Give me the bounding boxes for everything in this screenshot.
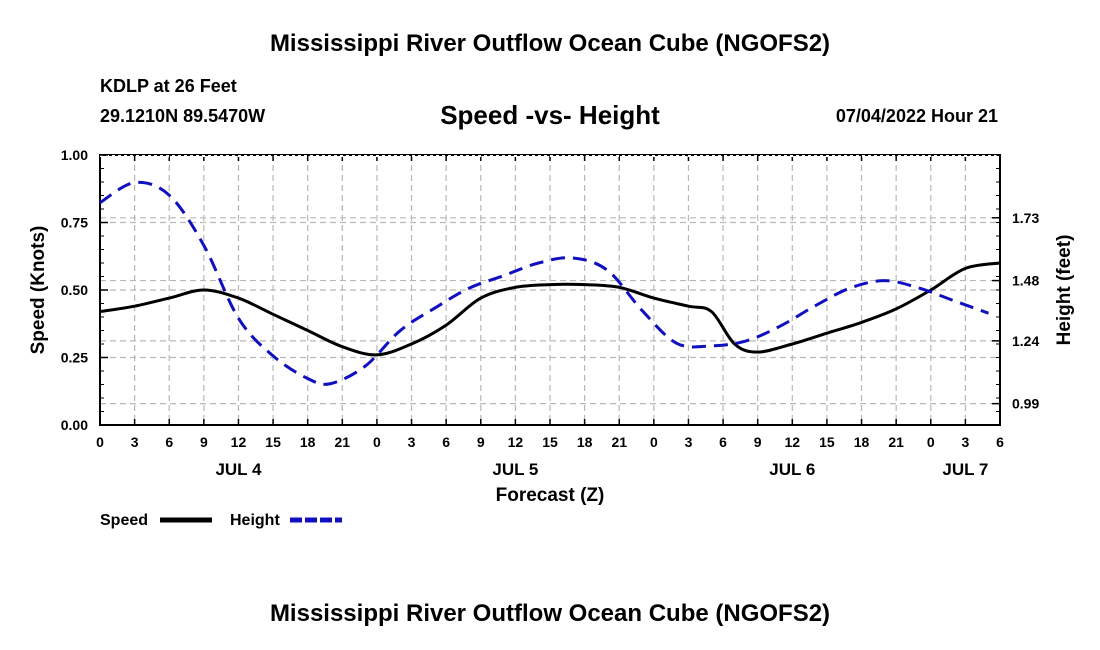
- y-left-tick-label: 0.25: [61, 350, 88, 366]
- y-left-tick-label: 1.00: [61, 147, 88, 163]
- x-tick-label: 15: [542, 434, 558, 450]
- forecast-datetime: 07/04/2022 Hour 21: [835, 106, 998, 126]
- x-tick-label: 9: [477, 434, 485, 450]
- x-tick-label: 0: [96, 434, 104, 450]
- main-title: Mississippi River Outflow Ocean Cube (NG…: [269, 30, 831, 57]
- x-tick-label: 3: [408, 434, 416, 450]
- x-tick-label: 9: [754, 434, 762, 450]
- y-right-tick-label: 1.24: [1012, 333, 1039, 349]
- y-left-tick-label: 0.50: [61, 282, 88, 298]
- x-tick-label: 21: [335, 434, 351, 450]
- date-label: JUL 5: [492, 460, 538, 479]
- x-tick-label: 0: [927, 434, 935, 450]
- series-line-speed: [99, 261, 1001, 357]
- x-tick-label: 0: [373, 434, 381, 450]
- x-tick-label: 3: [961, 434, 969, 450]
- axis-labels: 0 3 6 9 12 15 18 21 0 3 6 9 12 15 18 21 0 3 6 9 12 15 18 21 0 3 6 0…: [28, 147, 1075, 506]
- y-left-tick-label: 0.00: [61, 417, 88, 433]
- x-tick-label: 12: [231, 434, 247, 450]
- legend: Speed Height: [100, 512, 342, 529]
- x-tick-label: 3: [685, 434, 693, 450]
- x-tick-label: 21: [611, 434, 627, 450]
- y-right-tick-label: 1.48: [1012, 273, 1039, 289]
- y-right-tick-label: 0.99: [1012, 396, 1039, 412]
- x-axis-title: Forecast (Z): [496, 485, 605, 506]
- x-tick-label: 15: [819, 434, 835, 450]
- x-tick-label: 18: [577, 434, 593, 450]
- y-right-tick-label: 1.73: [1012, 210, 1039, 226]
- x-tick-label: 12: [508, 434, 524, 450]
- station-label: KDLP at 26 Feet: [100, 76, 237, 96]
- x-tick-label: 9: [200, 434, 208, 450]
- series-lines: [99, 180, 1001, 386]
- coordinates-label: 29.1210N 89.5470W: [100, 106, 266, 126]
- x-tick-label: 6: [165, 434, 173, 450]
- date-label: JUL 7: [942, 460, 988, 479]
- legend-label-speed: Speed: [100, 512, 148, 529]
- x-tick-label: 6: [996, 434, 1004, 450]
- x-tick-label: 18: [854, 434, 870, 450]
- x-tick-label: 15: [265, 434, 281, 450]
- y-left-axis-title: Speed (Knots): [28, 226, 49, 355]
- x-tick-label: 12: [785, 434, 801, 450]
- series-line-height: [99, 180, 990, 386]
- date-label: JUL 6: [769, 460, 815, 479]
- x-tick-label: 18: [300, 434, 316, 450]
- x-tick-label: 0: [650, 434, 658, 450]
- grid-lines: [100, 155, 1000, 425]
- repeat-title: Mississippi River Outflow Ocean Cube (NG…: [269, 600, 831, 627]
- x-tick-label: 6: [719, 434, 727, 450]
- y-left-tick-label: 0.75: [61, 215, 88, 231]
- x-tick-label: 3: [131, 434, 139, 450]
- y-right-axis-title: Height (feet): [1054, 235, 1075, 346]
- legend-label-height: Height: [230, 512, 280, 529]
- date-label: JUL 4: [215, 460, 262, 479]
- x-tick-label: 21: [888, 434, 904, 450]
- chart-subtitle: Speed -vs- Height: [440, 100, 660, 130]
- x-tick-label: 6: [442, 434, 450, 450]
